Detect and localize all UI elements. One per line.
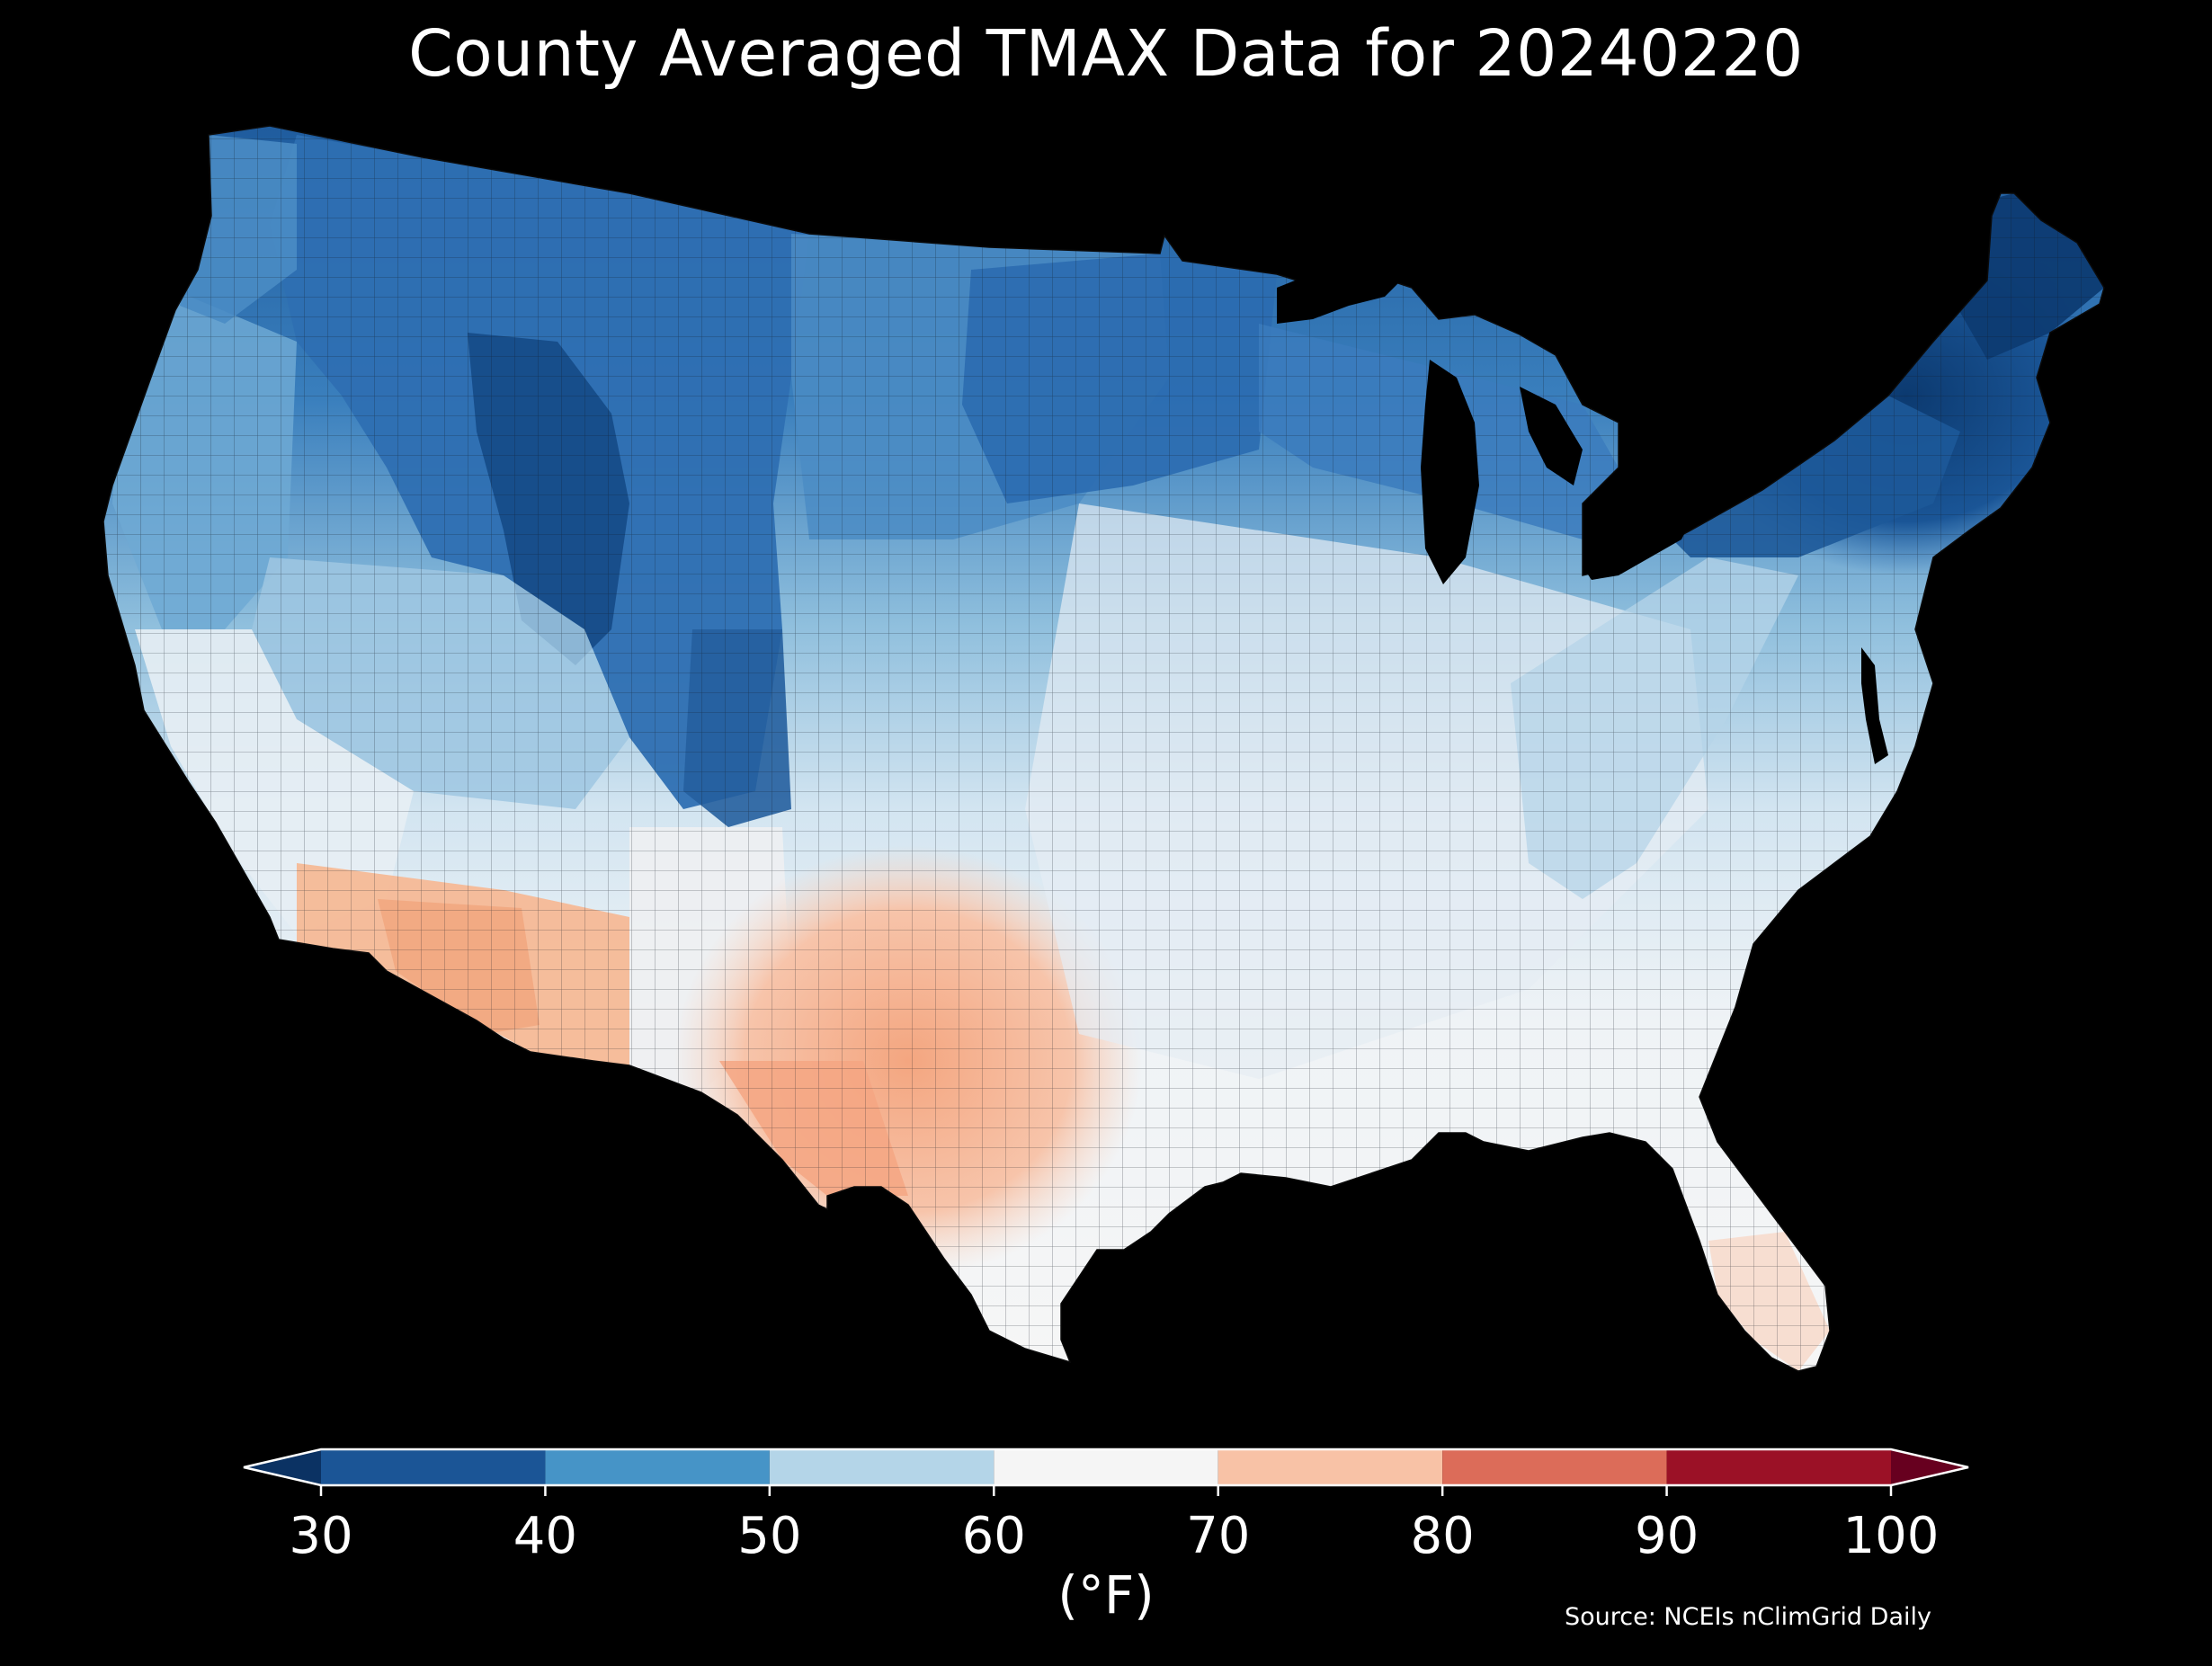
colorbar-tick-label: 50 [737, 1507, 801, 1565]
colorbar-bin-90-100 [1666, 1449, 1891, 1485]
colorbar-over-extension [1891, 1449, 1968, 1485]
colorbar-tick-label: 100 [1843, 1507, 1940, 1565]
colorbar-unit-label: (°F) [1057, 1564, 1155, 1626]
colorbar-tick-label: 40 [513, 1507, 577, 1565]
colorbar-bin-80-90 [1442, 1449, 1667, 1485]
colorbar-bin-50-60 [769, 1449, 995, 1485]
source-credit: Source: NCEIs nClimGrid Daily [1565, 1603, 1931, 1631]
lake-erie [1583, 521, 1690, 580]
lake-michigan [1421, 360, 1479, 584]
colorbar-under-extension [244, 1449, 321, 1485]
chesapeake-bay [1861, 647, 1888, 764]
lake-huron [1520, 387, 1583, 486]
colorbar-bin-70-80 [1217, 1449, 1443, 1485]
colorbar-bin-60-70 [994, 1449, 1218, 1485]
colorbar-tick-label: 60 [962, 1507, 1026, 1565]
colorbar-tick-label: 30 [289, 1507, 352, 1565]
map-title: County Averaged TMAX Data for 20240220 [408, 16, 1804, 91]
lake-superior [1277, 265, 1403, 324]
colorbar: 30 40 50 60 70 80 90 100 [243, 1448, 1969, 1565]
colorbar-bin-30-40 [321, 1449, 546, 1485]
colorbar-tick-label: 90 [1635, 1507, 1699, 1565]
colorbar-bin-40-50 [545, 1449, 770, 1485]
colorbar-tick-label: 80 [1411, 1507, 1475, 1565]
colorbar-tick-label: 70 [1186, 1507, 1250, 1565]
